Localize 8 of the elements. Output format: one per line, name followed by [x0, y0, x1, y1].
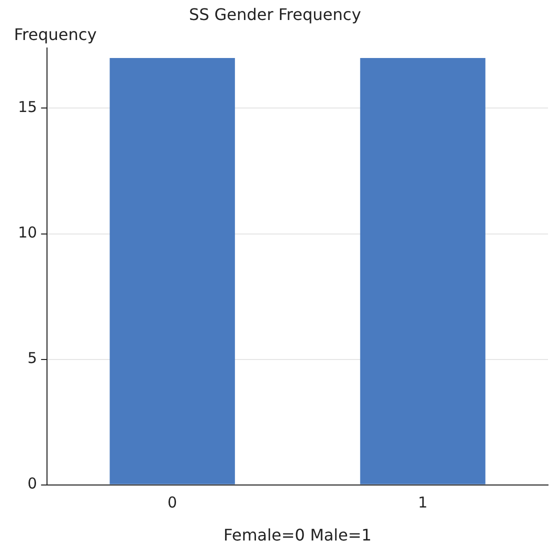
chart-title: SS Gender Frequency: [188, 5, 362, 24]
y-tick-label: 0: [28, 474, 38, 493]
y-tick-label: 10: [18, 224, 38, 242]
y-tick-label: 15: [18, 98, 38, 116]
x-axis-title: Female=0 Male=1: [224, 526, 372, 545]
y-axis-title: Frequency: [14, 25, 97, 44]
y-tick-label: 5: [28, 349, 38, 368]
x-tick-label: 1: [418, 494, 428, 512]
